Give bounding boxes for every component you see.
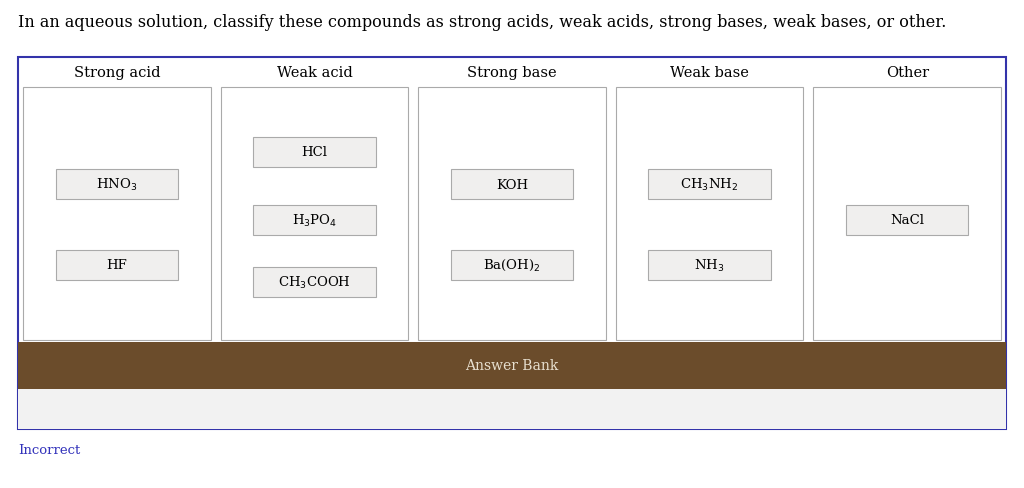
FancyBboxPatch shape bbox=[18, 342, 1006, 389]
Text: Other: Other bbox=[886, 66, 929, 80]
Text: Weak base: Weak base bbox=[670, 66, 749, 80]
Text: NH$_3$: NH$_3$ bbox=[694, 257, 725, 273]
Text: HNO$_3$: HNO$_3$ bbox=[96, 177, 137, 193]
FancyBboxPatch shape bbox=[55, 170, 178, 200]
Text: H$_3$PO$_4$: H$_3$PO$_4$ bbox=[292, 212, 337, 228]
FancyBboxPatch shape bbox=[253, 268, 376, 298]
Text: Answer Bank: Answer Bank bbox=[465, 359, 559, 373]
Text: Weak acid: Weak acid bbox=[276, 66, 352, 80]
FancyBboxPatch shape bbox=[615, 88, 804, 340]
FancyBboxPatch shape bbox=[813, 88, 1001, 340]
Text: CH$_3$NH$_2$: CH$_3$NH$_2$ bbox=[681, 177, 738, 193]
Text: NaCl: NaCl bbox=[890, 214, 925, 226]
FancyBboxPatch shape bbox=[648, 250, 771, 280]
Text: HCl: HCl bbox=[301, 146, 328, 159]
FancyBboxPatch shape bbox=[451, 250, 573, 280]
Text: KOH: KOH bbox=[496, 179, 528, 191]
Text: Strong base: Strong base bbox=[467, 66, 557, 80]
FancyBboxPatch shape bbox=[55, 250, 178, 280]
Text: Incorrect: Incorrect bbox=[18, 443, 80, 456]
Text: HF: HF bbox=[106, 259, 127, 272]
FancyBboxPatch shape bbox=[253, 205, 376, 235]
Text: In an aqueous solution, classify these compounds as strong acids, weak acids, st: In an aqueous solution, classify these c… bbox=[18, 14, 946, 31]
FancyBboxPatch shape bbox=[648, 170, 771, 200]
Text: Ba(OH)$_2$: Ba(OH)$_2$ bbox=[483, 258, 541, 273]
FancyBboxPatch shape bbox=[846, 205, 969, 235]
FancyBboxPatch shape bbox=[253, 138, 376, 167]
FancyBboxPatch shape bbox=[451, 170, 573, 200]
FancyBboxPatch shape bbox=[418, 88, 606, 340]
FancyBboxPatch shape bbox=[220, 88, 409, 340]
Text: Strong acid: Strong acid bbox=[74, 66, 160, 80]
Text: CH$_3$COOH: CH$_3$COOH bbox=[278, 275, 351, 291]
FancyBboxPatch shape bbox=[18, 58, 1006, 429]
FancyBboxPatch shape bbox=[23, 88, 211, 340]
FancyBboxPatch shape bbox=[18, 389, 1006, 429]
